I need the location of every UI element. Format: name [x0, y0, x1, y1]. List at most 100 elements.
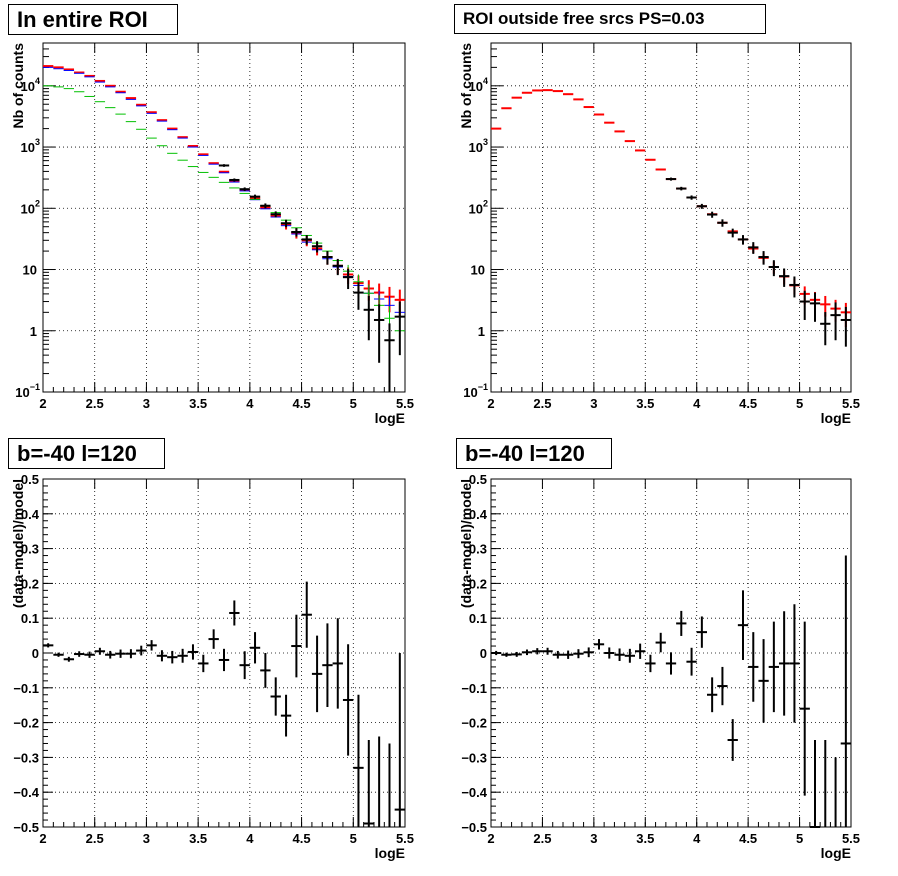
- data-point: [676, 610, 687, 636]
- x-tick-label: 4: [693, 396, 701, 411]
- x-tick-label: 2: [39, 396, 46, 411]
- y-tick-label: 1: [30, 324, 37, 339]
- x-tick-label: 2: [39, 831, 46, 846]
- series-2: [665, 177, 851, 347]
- data-point: [727, 719, 738, 761]
- y-tick-label: −0.3: [13, 750, 39, 765]
- data-point: [717, 666, 728, 706]
- y-tick-label: 0.5: [21, 472, 39, 487]
- data-point: [768, 260, 779, 277]
- data-point: [270, 677, 281, 716]
- y-tick-label: 104: [469, 76, 488, 94]
- y-tick-label: 0.3: [469, 542, 487, 557]
- data-point: [840, 306, 851, 347]
- data-point: [53, 652, 64, 657]
- x-tick-label: 2.5: [86, 831, 104, 846]
- x-tick-label: 5: [350, 396, 357, 411]
- data-point: [635, 643, 646, 659]
- plot-area: [491, 43, 851, 392]
- plot-frame: [42, 478, 406, 828]
- data-point: [604, 647, 615, 659]
- data-point: [94, 647, 106, 655]
- data-point: [748, 632, 759, 702]
- data-point: [707, 211, 718, 218]
- data-point: [779, 611, 790, 716]
- x-tick-label: 4.5: [739, 396, 757, 411]
- data-point: [249, 194, 261, 199]
- data-point: [758, 251, 769, 265]
- data-point: [260, 653, 271, 688]
- data-point: [229, 600, 240, 626]
- data-point: [74, 651, 85, 657]
- data-point: [532, 648, 543, 655]
- x-tick-label: 4.5: [293, 396, 311, 411]
- data-point: [542, 647, 553, 655]
- data-point: [353, 282, 364, 310]
- data-point: [737, 235, 749, 245]
- data-point: [394, 653, 405, 827]
- y-tick-label: 103: [469, 137, 488, 155]
- x-axis-label: logE: [375, 845, 405, 861]
- series-1: [491, 555, 851, 828]
- x-tick-label: 5: [796, 831, 803, 846]
- data-point: [727, 228, 738, 238]
- chart-title: b=-40 l=120: [456, 438, 612, 469]
- y-tick-label: −0.2: [13, 716, 39, 731]
- chart-title: In entire ROI: [8, 4, 178, 35]
- y-axis-label: (data-model)/model: [458, 479, 474, 608]
- data-point: [840, 555, 851, 827]
- y-tick-label: −0.4: [461, 785, 487, 800]
- data-point: [521, 649, 533, 656]
- data-point: [511, 651, 522, 657]
- y-tick-label: 104: [21, 76, 40, 94]
- x-axis-label: logE: [821, 845, 851, 861]
- y-tick-label: −0.5: [13, 820, 39, 835]
- data-point: [136, 645, 147, 656]
- y-tick-label: 102: [469, 198, 488, 216]
- y-tick-label: 0.5: [469, 472, 487, 487]
- data-point: [820, 312, 831, 346]
- data-point: [63, 656, 75, 662]
- chart-title: b=-40 l=120: [8, 438, 165, 469]
- data-point: [593, 639, 605, 650]
- data-point: [363, 295, 374, 341]
- x-tick-label: 2.5: [86, 396, 104, 411]
- data-point: [208, 629, 219, 649]
- data-point: [789, 276, 800, 298]
- series-3: [43, 85, 405, 356]
- x-tick-label: 3: [143, 831, 150, 846]
- data-point: [573, 649, 584, 659]
- plot-panel-2: 2 2.5 3 3.5 4 4.5 5 5.5 10−1 1 10 102 103 104 logE Nb o…: [458, 42, 860, 426]
- data-point: [737, 590, 749, 660]
- data-point: [239, 651, 250, 680]
- x-axis-label: logE: [375, 410, 405, 426]
- data-point: [198, 654, 209, 673]
- x-tick-label: 2: [487, 396, 494, 411]
- y-tick-label: −0.1: [461, 681, 487, 696]
- y-tick-label: 10: [471, 263, 485, 278]
- x-tick-label: 4: [246, 396, 254, 411]
- data-point: [655, 632, 666, 653]
- data-point: [342, 644, 354, 756]
- data-point: [187, 644, 199, 660]
- data-point: [115, 649, 126, 658]
- x-tick-label: 4.5: [293, 831, 311, 846]
- y-tick-label: 10: [23, 263, 37, 278]
- data-point: [552, 650, 563, 659]
- data-point: [707, 677, 718, 713]
- plot-frame: [490, 42, 852, 393]
- data-point: [676, 186, 687, 191]
- y-axis-label: Nb of counts: [10, 43, 26, 129]
- y-tick-label: 0.2: [469, 576, 487, 591]
- data-point: [322, 251, 333, 265]
- y-tick-label: 103: [21, 137, 40, 155]
- plot-panel-1: 2 2.5 3 3.5 4 4.5 5 5.5 10−1 1 10 102 103 104 logE Nb o…: [10, 42, 414, 426]
- y-tick-label: 0.1: [469, 611, 487, 626]
- data-point: [686, 195, 697, 200]
- x-tick-label: 3.5: [636, 831, 654, 846]
- data-point: [311, 635, 323, 713]
- data-point: [830, 302, 841, 341]
- plot-panel-4: 2 2.5 3 3.5 4 4.5 5 5.5 −0.5 −0.4 −0.3 −0.2 −0.1 0 0.1…: [458, 472, 860, 861]
- x-tick-label: 5: [350, 831, 357, 846]
